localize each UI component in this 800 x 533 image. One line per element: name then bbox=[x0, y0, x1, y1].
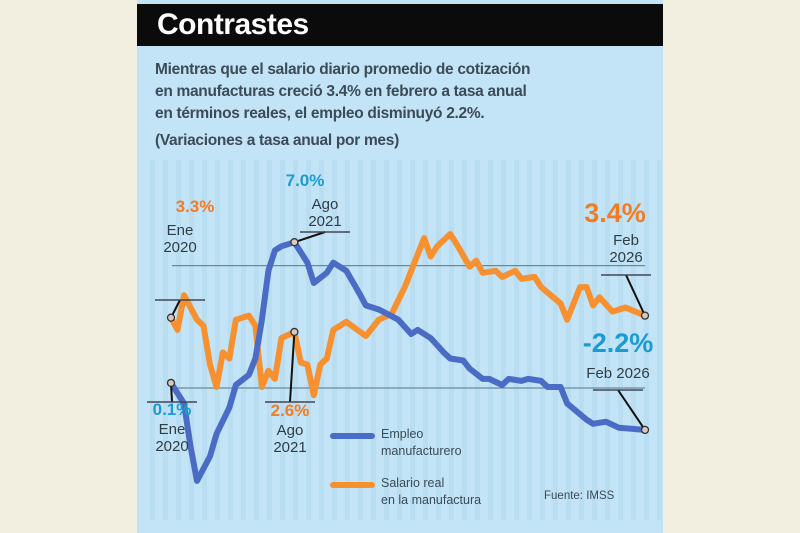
series-line-employment bbox=[168, 239, 648, 484]
background-stripe bbox=[410, 160, 415, 520]
background-stripe bbox=[189, 160, 194, 520]
annotation-leader bbox=[617, 389, 646, 431]
background-stripe bbox=[553, 160, 558, 520]
legend-item-salary: Salario real en la manufactura bbox=[330, 476, 481, 507]
data-point-marker bbox=[166, 378, 176, 388]
background-stripe bbox=[514, 160, 519, 520]
data-point-marker bbox=[290, 238, 299, 247]
background-stripe bbox=[462, 160, 467, 520]
series-line-salary bbox=[168, 231, 648, 399]
background-stripe bbox=[644, 160, 649, 520]
annotation-leader bbox=[289, 331, 296, 403]
background-stripe bbox=[449, 160, 454, 520]
legend-label: Empleo bbox=[381, 427, 423, 441]
data-point-marker bbox=[640, 311, 650, 320]
chart-title: Contrastes bbox=[157, 8, 309, 41]
annotation-period: Feb 2026 bbox=[586, 365, 649, 382]
title-bar: Contrastes bbox=[137, 4, 663, 46]
background-stripe bbox=[527, 160, 532, 520]
background-stripe bbox=[618, 160, 623, 520]
background-stripe bbox=[579, 160, 584, 520]
background-stripe bbox=[241, 160, 246, 520]
background-stripe bbox=[631, 160, 636, 520]
chart-subtitle: (Variaciones a tasa anual por mes) bbox=[155, 132, 399, 149]
legend-label: Salario real bbox=[381, 476, 444, 490]
annotation-value: -2.2% bbox=[583, 328, 654, 358]
annotation-period: Ene bbox=[167, 222, 194, 239]
annotation-feb-2026-employment: -2.2% Feb 2026 bbox=[583, 328, 654, 435]
annotation-period: Feb bbox=[613, 232, 639, 249]
annotation-period: Ago bbox=[277, 422, 304, 439]
background-stripe bbox=[163, 160, 168, 520]
background-stripe bbox=[306, 160, 311, 520]
annotation-period: 2026 bbox=[609, 249, 642, 266]
annotation-period: 2020 bbox=[155, 438, 188, 455]
data-point-marker bbox=[640, 425, 650, 435]
background-stripe bbox=[501, 160, 506, 520]
background-stripe bbox=[397, 160, 402, 520]
annotation-period: 2021 bbox=[273, 439, 306, 456]
annotation-value: 3.3% bbox=[176, 197, 215, 216]
description-line-1: Mientras que el salario diario promedio … bbox=[155, 61, 531, 78]
legend-item-employment: Empleo manufacturero bbox=[330, 427, 462, 458]
background-stripe bbox=[605, 160, 610, 520]
annotation-value: 0.1% bbox=[153, 400, 192, 419]
background-stripe bbox=[358, 160, 363, 520]
annotation-value: 7.0% bbox=[286, 171, 325, 190]
background-stripe bbox=[657, 160, 662, 520]
background-stripe bbox=[319, 160, 324, 520]
legend-label: manufacturero bbox=[381, 444, 462, 458]
data-point-marker bbox=[290, 327, 299, 337]
annotation-period: 2021 bbox=[308, 213, 341, 230]
annotation-period: 2020 bbox=[163, 239, 196, 256]
background-stripe bbox=[150, 160, 155, 520]
background-stripe bbox=[176, 160, 181, 520]
background-stripe bbox=[215, 160, 220, 520]
background-stripe bbox=[345, 160, 350, 520]
annotation-period: Ene bbox=[159, 421, 186, 438]
background-stripe bbox=[592, 160, 597, 520]
data-point-marker bbox=[166, 313, 176, 322]
background-stripe bbox=[332, 160, 337, 520]
description-line-2: en manufacturas creció 3.4% en febrero a… bbox=[155, 83, 527, 100]
background-stripe bbox=[436, 160, 441, 520]
background-stripe bbox=[488, 160, 493, 520]
background-stripe bbox=[384, 160, 389, 520]
annotation-value: 3.4% bbox=[584, 198, 646, 228]
description-line-3: en términos reales, el empleo disminuyó … bbox=[155, 105, 485, 122]
background-stripe bbox=[540, 160, 545, 520]
annotation-value: 2.6% bbox=[271, 401, 310, 420]
background-stripe bbox=[371, 160, 376, 520]
background-stripe bbox=[267, 160, 272, 520]
background-stripe bbox=[475, 160, 480, 520]
annotation-leader bbox=[625, 274, 646, 317]
legend-label: en la manufactura bbox=[381, 493, 481, 507]
source-note: Fuente: IMSS bbox=[544, 490, 615, 502]
background-stripe bbox=[423, 160, 428, 520]
annotation-leader bbox=[294, 231, 326, 244]
background-stripe bbox=[566, 160, 571, 520]
annotation-period: Ago bbox=[312, 196, 339, 213]
